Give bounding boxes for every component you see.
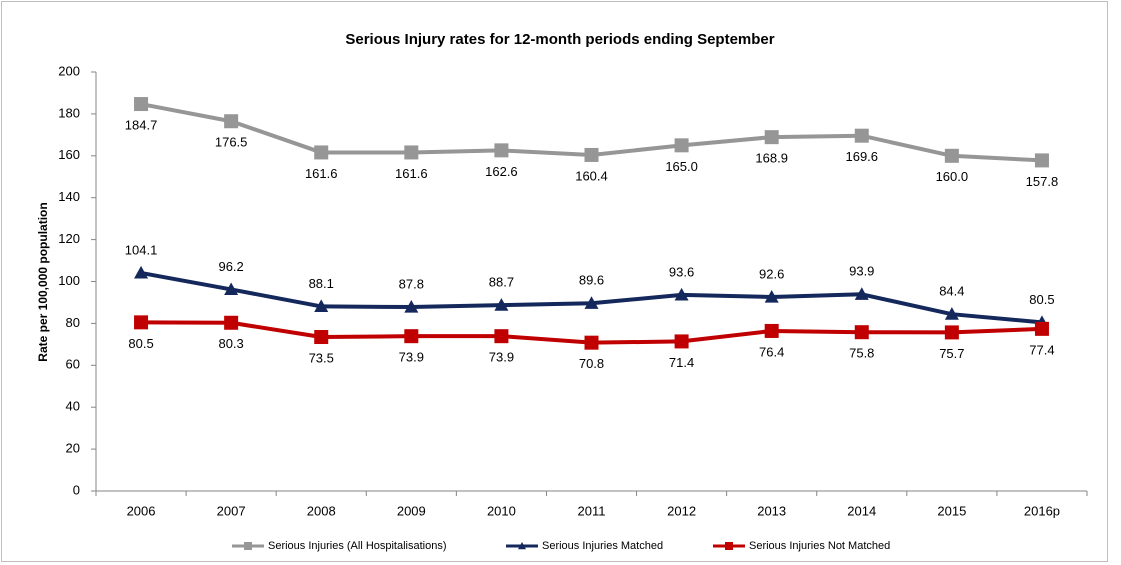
data-label: 87.8 [399,276,424,291]
data-label: 88.1 [309,276,334,291]
y-axis-label: Rate per 100,000 population [36,202,50,361]
data-label: 160.0 [936,169,969,184]
data-label: 88.7 [489,275,514,290]
data-label: 80.5 [1029,292,1054,307]
marker [134,315,149,330]
data-label: 93.6 [669,264,694,279]
data-label: 75.7 [939,346,964,361]
data-label: 73.9 [399,350,424,365]
y-tick-label: 200 [58,63,80,78]
legend-label: Serious Injuries (All Hospitalisations) [268,540,447,552]
x-tick-label: 2006 [127,503,156,518]
data-label: 73.9 [489,350,514,365]
data-label: 157.8 [1026,174,1059,189]
y-tick-label: 140 [58,189,80,204]
y-tick-label: 40 [66,399,80,414]
data-label: 92.6 [759,266,784,281]
data-label: 76.4 [759,344,784,359]
marker [494,329,509,344]
x-tick-label: 2015 [937,503,966,518]
marker [944,148,959,163]
data-label: 80.5 [128,336,153,351]
y-tick-label: 120 [58,231,80,246]
y-tick-label: 100 [58,273,80,288]
data-label: 93.9 [849,264,874,279]
legend-label: Serious Injuries Not Matched [749,540,890,552]
marker [725,542,733,550]
data-label: 84.4 [939,284,964,299]
marker [674,138,689,153]
data-label: 160.4 [575,168,608,183]
marker [314,145,329,160]
x-tick-label: 2012 [667,503,696,518]
marker [764,323,779,338]
data-label: 96.2 [218,259,243,274]
marker [518,542,526,550]
marker [584,296,599,309]
marker [764,130,779,145]
marker [224,315,239,330]
marker [224,114,239,129]
x-tick-label: 2016p [1024,503,1060,518]
marker [404,329,419,344]
x-tick-label: 2013 [757,503,786,518]
legend-label: Serious Injuries Matched [542,540,663,552]
data-label: 168.9 [755,151,788,166]
marker [944,325,959,340]
data-label: 89.6 [579,273,604,288]
marker [134,97,149,112]
marker [854,128,869,143]
y-tick-label: 180 [58,105,80,120]
data-label: 71.4 [669,355,694,370]
data-label: 80.3 [218,336,243,351]
marker [764,290,779,303]
x-tick-label: 2007 [217,503,246,518]
y-tick-label: 60 [66,357,80,372]
marker [674,287,689,301]
marker [1034,153,1049,168]
data-label: 162.6 [485,164,518,179]
data-label: 70.8 [579,356,604,371]
marker [224,282,239,296]
marker [494,143,509,158]
marker [584,147,599,162]
x-tick-label: 2014 [847,503,876,518]
marker [314,330,329,345]
y-tick-label: 20 [66,441,80,456]
marker [674,334,689,349]
marker [494,298,509,311]
marker [854,287,869,300]
marker [584,335,599,350]
data-label: 165.0 [665,159,698,174]
data-label: 169.6 [845,149,878,164]
marker [404,300,419,313]
data-label: 161.6 [305,166,338,181]
y-tick-label: 80 [66,315,80,330]
data-label: 104.1 [125,242,158,257]
y-tick-label: 0 [73,482,80,497]
x-tick-label: 2008 [307,503,336,518]
x-tick-label: 2011 [578,503,606,518]
marker [944,307,959,320]
x-tick-label: 2009 [397,503,426,518]
chart-title: Serious Injury rates for 12-month period… [345,31,774,48]
data-label: 73.5 [309,350,334,365]
marker [134,265,149,279]
marker [854,325,869,340]
y-tick-label: 160 [58,147,80,162]
x-tick-label: 2010 [487,503,516,518]
data-label: 161.6 [395,166,428,181]
marker [404,145,419,160]
data-label: 184.7 [125,117,158,132]
marker [1034,321,1049,336]
data-label: 77.4 [1029,342,1054,357]
data-label: 75.8 [849,346,874,361]
marker [244,542,252,550]
data-label: 176.5 [215,135,248,150]
marker [314,299,329,313]
